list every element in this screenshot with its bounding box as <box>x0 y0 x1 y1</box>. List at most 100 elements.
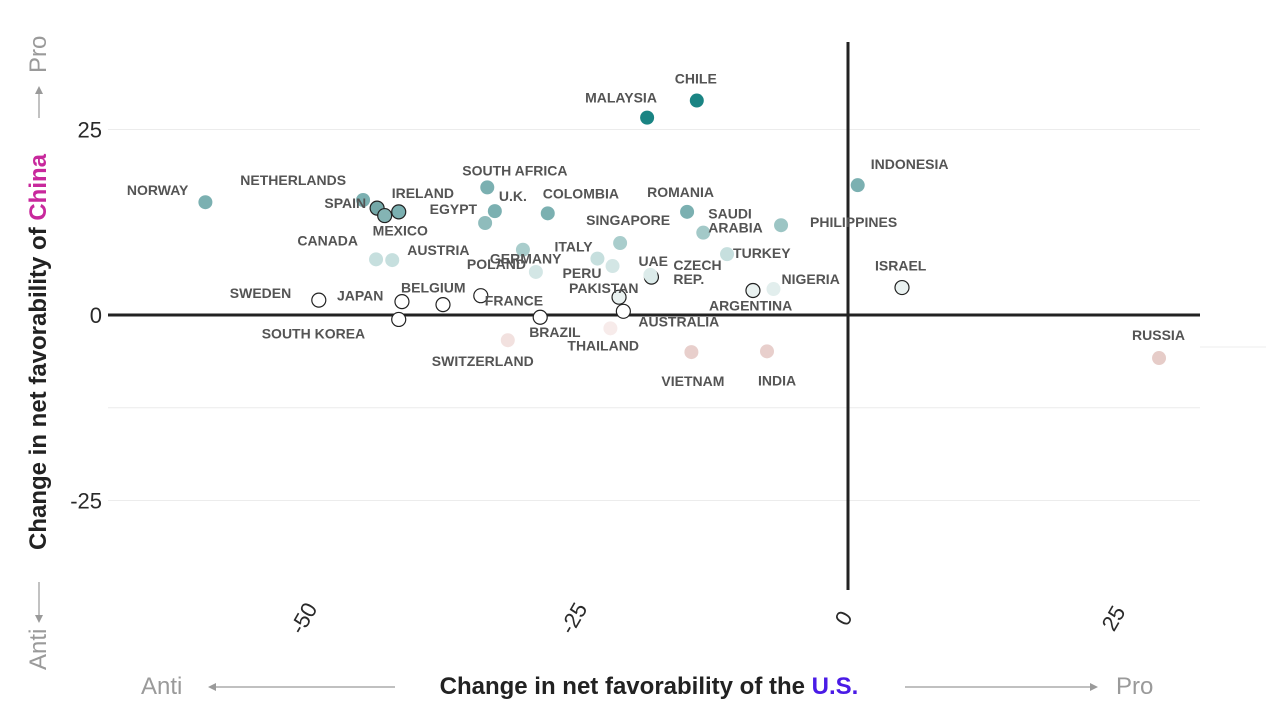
point-label: UAE <box>638 253 668 269</box>
point-label-line: ARABIA <box>708 220 762 236</box>
data-point <box>500 333 515 348</box>
y-tick-label: -25 <box>70 489 102 514</box>
data-point <box>385 253 400 268</box>
point-label: MEXICO <box>373 223 428 239</box>
data-point <box>1152 351 1167 366</box>
x-direction-high: Pro <box>1116 673 1153 700</box>
x-tick-label: -50 <box>285 598 323 638</box>
point-label: SOUTH KOREA <box>262 325 365 341</box>
data-point <box>643 267 658 282</box>
data-point <box>391 311 407 328</box>
point-label: THAILAND <box>567 337 639 353</box>
point-label: IRELAND <box>392 185 454 201</box>
data-point <box>198 195 213 210</box>
point-label: SPAIN <box>324 195 366 211</box>
point-label: COLOMBIA <box>543 185 619 201</box>
point-label: NIGERIA <box>781 271 839 287</box>
x-tick-label: -25 <box>555 598 593 638</box>
data-point <box>615 303 631 319</box>
point-label-line: SAUDI <box>708 206 752 222</box>
data-point <box>356 192 371 207</box>
point-label: CZECH REP. <box>673 257 721 287</box>
point-label: ITALY <box>554 239 593 255</box>
data-point <box>611 289 627 305</box>
x-tick-label: 25 <box>1097 601 1131 635</box>
point-label: BELGIUM <box>401 280 466 296</box>
x-axis-title: Change in net favorability of the U.S. <box>440 673 859 700</box>
x-direction-arrow-right-head <box>1090 683 1098 691</box>
x-direction-low: Anti <box>141 673 182 700</box>
data-points <box>198 93 1167 366</box>
data-point <box>720 247 735 262</box>
data-point <box>311 292 327 308</box>
data-point <box>745 282 761 299</box>
y-axis-title: Change in net favorability of China <box>25 153 52 550</box>
point-label: RUSSIA <box>1132 327 1185 343</box>
x-axis-title-highlight: U.S. <box>812 673 859 700</box>
data-point <box>515 242 530 257</box>
data-point <box>394 294 410 310</box>
data-point <box>478 215 493 230</box>
data-point <box>377 207 393 224</box>
point-label-line: CZECH <box>673 257 721 273</box>
data-point <box>590 251 605 266</box>
x-axis-title-group: Anti Change in net favorability of the U… <box>141 673 1153 700</box>
gridlines <box>108 129 1266 501</box>
x-axis-title-prefix: Change in net favorability of the <box>440 673 812 700</box>
data-point <box>532 309 548 325</box>
y-tick-label: 0 <box>90 303 102 328</box>
data-point <box>640 110 655 125</box>
point-label: PAKISTAN <box>569 280 638 296</box>
data-point <box>766 282 781 297</box>
point-label: SAUDI ARABIA <box>708 206 762 236</box>
data-point <box>480 180 495 195</box>
data-point <box>369 252 384 267</box>
point-label: NORWAY <box>127 182 189 198</box>
data-point <box>528 264 543 279</box>
point-label: ARGENTINA <box>709 298 792 314</box>
point-label: CHILE <box>675 71 717 87</box>
point-label: EGYPT <box>430 201 478 217</box>
point-label: INDIA <box>758 372 796 388</box>
x-direction-arrow-left-head <box>208 683 216 691</box>
data-point <box>680 204 695 219</box>
point-label: ROMANIA <box>647 184 714 200</box>
data-point <box>605 259 620 274</box>
data-point <box>696 225 711 240</box>
point-label: PERU <box>563 265 602 281</box>
point-label: AUSTRALIA <box>638 313 719 329</box>
point-label: SINGAPORE <box>586 212 670 228</box>
point-label: POLAND <box>467 256 526 272</box>
data-point <box>487 204 502 219</box>
point-label: VIETNAM <box>661 373 724 389</box>
data-point <box>540 206 555 221</box>
point-label: JAPAN <box>337 288 383 304</box>
point-label: NETHERLANDS <box>240 172 346 188</box>
point-label: GERMANY <box>490 251 562 267</box>
y-axis-title-prefix: Change in net favorability of <box>25 221 52 550</box>
data-point <box>689 93 704 108</box>
data-point <box>391 204 407 220</box>
data-point <box>684 345 699 360</box>
y-direction-arrow-high-head <box>35 86 43 94</box>
y-direction-low: Anti <box>25 629 52 670</box>
data-point <box>850 178 865 193</box>
point-label: MALAYSIA <box>585 90 657 106</box>
data-point <box>435 297 451 313</box>
y-direction-arrow-low-head <box>35 615 43 623</box>
point-label: AUSTRIA <box>407 242 469 258</box>
y-direction-high: Pro <box>25 36 52 73</box>
point-label: SWITZERLAND <box>432 353 534 369</box>
point-labels: NORWAY NETHERLANDS SPAIN IRELAND MEXICO SOUTH… <box>127 71 1185 390</box>
point-label-line: REP. <box>673 271 704 287</box>
y-axis-title-highlight: China <box>25 153 52 220</box>
point-label: CANADA <box>297 232 358 248</box>
point-label: SWEDEN <box>230 285 291 301</box>
point-label: INDONESIA <box>871 156 949 172</box>
axes <box>108 42 1200 590</box>
point-label: FRANCE <box>485 293 543 309</box>
point-label: ISRAEL <box>875 258 927 274</box>
point-label: U.K. <box>499 188 527 204</box>
x-tick-label: 0 <box>830 607 858 630</box>
